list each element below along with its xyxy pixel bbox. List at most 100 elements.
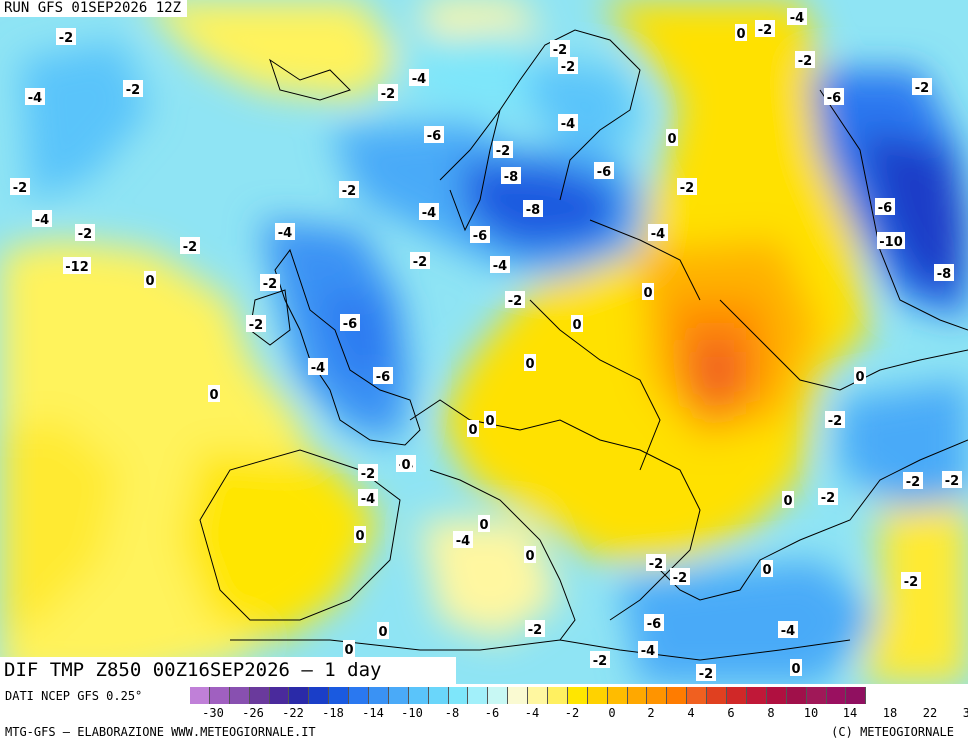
contour-label-bg bbox=[818, 488, 838, 505]
contour-label-bg bbox=[594, 162, 614, 179]
colorbar-swatch bbox=[627, 687, 648, 704]
contour-label: -6 bbox=[597, 165, 611, 180]
contour-label-bg bbox=[646, 554, 666, 571]
colorbar-tick-label: 6 bbox=[727, 706, 735, 720]
contour-label-bg bbox=[644, 614, 664, 631]
contour-label-bg bbox=[934, 264, 954, 281]
contour-label: -6 bbox=[427, 129, 441, 144]
contour-label-bg bbox=[778, 621, 798, 638]
colorbar-tick-label: 4 bbox=[687, 706, 695, 720]
colorbar-swatch bbox=[667, 687, 688, 704]
contour-label-bg bbox=[246, 315, 266, 332]
copyright: (C) METEOGIORNALE bbox=[831, 725, 954, 739]
colorbar-swatch bbox=[846, 687, 867, 704]
colorbar-swatch bbox=[727, 687, 747, 704]
contour-label-bg bbox=[260, 274, 280, 291]
contour-label: -4 bbox=[311, 361, 325, 376]
colorbar-swatch bbox=[349, 687, 370, 704]
contour-label-bg bbox=[180, 237, 200, 254]
contour-label-bg bbox=[875, 198, 895, 215]
contour-label: -2 bbox=[915, 81, 929, 96]
contour-label: -6 bbox=[878, 201, 892, 216]
colorbar-swatch bbox=[567, 687, 588, 704]
colorbar-tick-label: -10 bbox=[401, 706, 423, 720]
colorbar-swatch bbox=[209, 687, 230, 704]
contour-label-bg bbox=[419, 203, 439, 220]
contour-label-bg bbox=[410, 252, 430, 269]
colorbar-swatch bbox=[468, 687, 489, 704]
contour-label-bg bbox=[550, 40, 570, 57]
contour-label-bg bbox=[63, 257, 91, 274]
contour-label-bg bbox=[505, 291, 525, 308]
colorbar-swatch bbox=[229, 687, 250, 704]
contour-label: -6 bbox=[376, 370, 390, 385]
colorbar-swatch bbox=[528, 687, 549, 704]
contour-label-bg bbox=[208, 385, 220, 402]
contour-label-bg bbox=[484, 411, 496, 428]
temperature-anomaly-map: -2 -4 -2 -4 -2 -2 -4 -2 -2 -6 -4 -6 -2 -4 -2 -2 -4 -2 -2 -2… bbox=[0, 0, 968, 684]
contour-label-bg bbox=[942, 471, 962, 488]
contour-label-bg bbox=[854, 367, 866, 384]
contour-label: -2 bbox=[528, 623, 542, 638]
contour-label-bg bbox=[377, 622, 389, 639]
contour-label: -2 bbox=[381, 87, 395, 102]
contour-label-bg bbox=[735, 24, 747, 41]
credits: MTG-GFS – ELABORAZIONE WWW.METEOGIORNALE… bbox=[5, 725, 316, 739]
contour-label: -2 bbox=[249, 318, 263, 333]
contour-label-bg bbox=[761, 560, 773, 577]
contour-label-bg bbox=[558, 114, 578, 131]
contour-label-bg bbox=[56, 28, 76, 45]
contour-label-bg bbox=[648, 224, 668, 241]
contour-label: -4 bbox=[28, 91, 42, 106]
contour-label: 0 bbox=[344, 643, 353, 658]
colorbar-swatch bbox=[309, 687, 330, 704]
colorbar-tick-label: 2 bbox=[647, 706, 655, 720]
colorbar-swatch bbox=[687, 687, 708, 704]
colorbar-swatch bbox=[269, 687, 290, 704]
colorbar-tick-label: 8 bbox=[767, 706, 775, 720]
contour-label: -2 bbox=[680, 181, 694, 196]
contour-label: -2 bbox=[553, 43, 567, 58]
contour-label: -8 bbox=[526, 203, 540, 218]
colorbar-swatch bbox=[190, 687, 210, 704]
contour-label-bg bbox=[358, 464, 378, 481]
contour-label: -2 bbox=[945, 474, 959, 489]
contour-label-bg bbox=[358, 489, 378, 506]
contour-label-bg bbox=[590, 651, 610, 668]
colorbar-swatch bbox=[826, 687, 847, 704]
contour-label-bg bbox=[400, 455, 412, 472]
colorbar-swatch bbox=[766, 687, 787, 704]
contour-label-bg bbox=[558, 57, 578, 74]
colorbar-swatch bbox=[707, 687, 728, 704]
contour-label: -4 bbox=[35, 213, 49, 228]
contour-label-bg bbox=[901, 572, 921, 589]
colorbar-swatch bbox=[249, 687, 270, 704]
colorbar-swatch bbox=[448, 687, 469, 704]
contour-label: -4 bbox=[456, 534, 470, 549]
contour-label: 0 bbox=[855, 370, 864, 385]
colorbar-swatch bbox=[488, 687, 509, 704]
contour-label: 0 bbox=[525, 549, 534, 564]
contour-label: -2 bbox=[906, 475, 920, 490]
contour-label: 0 bbox=[209, 388, 218, 403]
contour-label: -4 bbox=[781, 624, 795, 639]
contour-label: -4 bbox=[651, 227, 665, 242]
contour-label: -8 bbox=[937, 267, 951, 282]
colorbar-swatch bbox=[508, 687, 529, 704]
contour-label: -8 bbox=[504, 170, 518, 185]
colorbar-tick-label: -26 bbox=[242, 706, 264, 720]
contour-label-bg bbox=[755, 20, 775, 37]
colorbar-swatch bbox=[806, 687, 827, 704]
contour-label-bg bbox=[501, 167, 521, 184]
colorbar-swatch bbox=[746, 687, 767, 704]
contour-label: -2 bbox=[508, 294, 522, 309]
colorbar-tick-label: -14 bbox=[362, 706, 384, 720]
contour-label-bg bbox=[825, 411, 845, 428]
contour-label-bg bbox=[75, 224, 95, 241]
colorbar-swatch bbox=[428, 687, 449, 704]
contour-label: 0 bbox=[485, 414, 494, 429]
footer: DATI NCEP GFS 0.25° -30 -26 -22 -18 -14 -10 -8… bbox=[0, 684, 968, 745]
contour-label-bg bbox=[525, 620, 545, 637]
contour-label-bg bbox=[25, 88, 45, 105]
contour-label: 0 bbox=[736, 27, 745, 42]
